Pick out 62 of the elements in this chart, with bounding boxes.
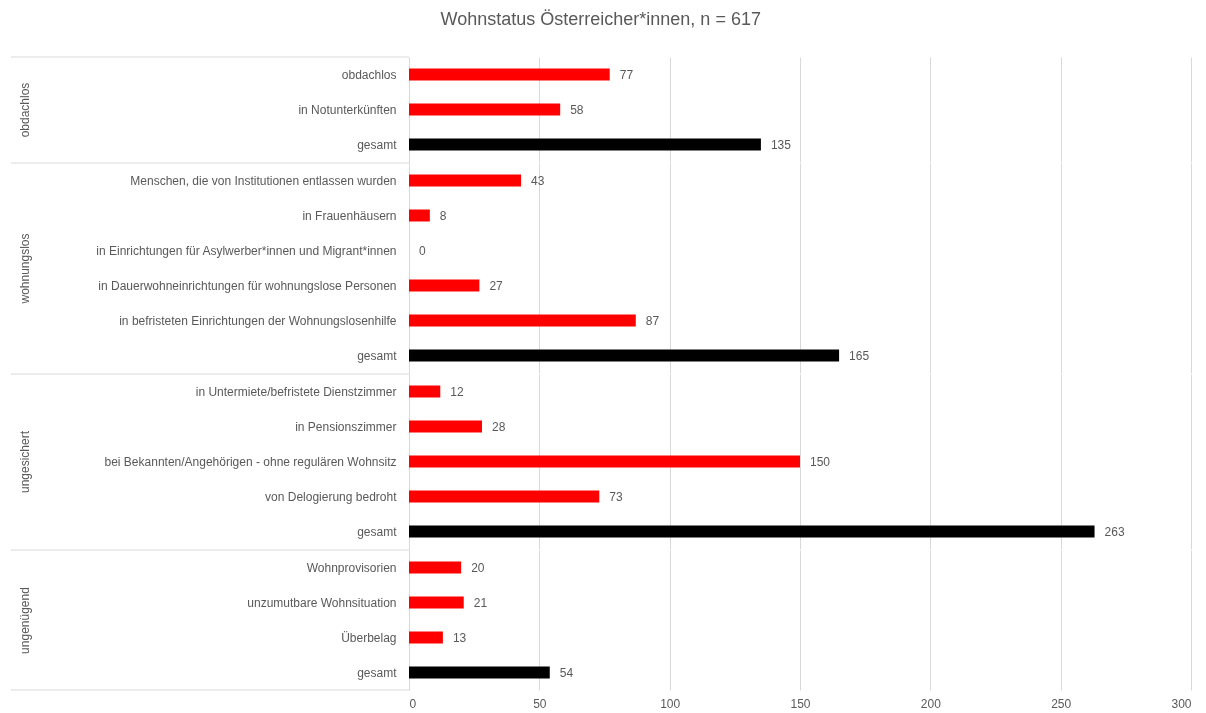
y-tick-label: unzumutbare Wohnsituation: [247, 595, 397, 610]
data-label: 150: [810, 454, 831, 469]
bar: [409, 596, 464, 609]
x-tick-label: 50: [533, 696, 547, 711]
data-label: 21: [473, 595, 488, 610]
data-label: 27: [489, 278, 504, 293]
bar: [409, 420, 482, 433]
y-tick-label: Menschen, die von Institutionen entlassen wurden: [130, 173, 397, 188]
bar: [409, 631, 443, 644]
x-tick-label: 0: [409, 696, 417, 711]
data-label: 165: [849, 348, 870, 363]
y-axis-title: ungenügend: [17, 587, 32, 654]
data-label: 263: [1104, 524, 1125, 539]
x-tick-label: 200: [920, 696, 942, 711]
y-tick-label: bei Bekannten/Angehörigen - ohne regulären Wohnsitz: [104, 454, 397, 469]
y-axis-title: obdachlos: [17, 82, 32, 138]
y-axis-title: ungesichert: [17, 430, 32, 494]
y-tick-label: in Frauenhäusern: [302, 208, 397, 223]
x-tick-label: 100: [660, 696, 681, 711]
data-label: 43: [531, 173, 545, 188]
bar: [409, 314, 636, 327]
y-tick-label: Wohnprovisorien: [306, 560, 397, 575]
y-tick-label: von Delogierung bedroht: [265, 489, 398, 504]
data-label: 73: [609, 489, 623, 504]
bar: [409, 455, 800, 468]
x-tick-label: 300: [1171, 696, 1192, 711]
x-tick-label: 150: [790, 696, 811, 711]
bar: [409, 279, 480, 292]
data-label: 28: [491, 419, 506, 434]
bar: [409, 385, 441, 398]
data-label: 12: [450, 384, 464, 399]
y-tick-label: in Untermiete/befristete Dienstzimmer: [195, 384, 397, 399]
y-tick-label: in Pensionszimmer: [295, 419, 397, 434]
bar: [409, 174, 522, 187]
y-tick-label: in Einrichtungen für Asylwerber*innen und Migrant*innen: [96, 243, 397, 258]
y-tick-label: in Notunterkünften: [298, 102, 397, 117]
bar: [409, 561, 462, 574]
data-label: 58: [570, 102, 584, 117]
bar: [409, 525, 1095, 538]
y-tick-label: gesamt: [357, 524, 398, 539]
data-label: 0: [419, 243, 426, 258]
chart-title: Wohnstatus Österreicher*innen, n = 617: [440, 8, 761, 29]
data-label: 54: [559, 665, 574, 680]
data-label: 135: [770, 137, 792, 152]
data-label: 87: [645, 313, 660, 328]
bar: [409, 209, 430, 222]
y-axis-title: wohnungslos: [17, 233, 32, 305]
data-label: 8: [439, 208, 447, 223]
data-label: 20: [471, 560, 485, 575]
y-tick-label: in Dauerwohneinrichtungen für wohnungslose Personen: [98, 278, 397, 293]
y-tick-label: gesamt: [357, 137, 398, 152]
x-tick-label: 250: [1051, 696, 1072, 711]
y-tick-label: obdachlos: [341, 67, 397, 82]
y-tick-label: Überbelag: [341, 630, 397, 645]
bar: [409, 349, 840, 362]
bar: [409, 666, 550, 679]
y-tick-label: gesamt: [357, 665, 398, 680]
bar: [409, 490, 600, 503]
y-tick-label: in befristeten Einrichtungen der Wohnungslosenhilfe: [119, 313, 397, 328]
y-tick-label: gesamt: [357, 348, 398, 363]
data-label: 77: [619, 67, 634, 82]
data-label: 13: [452, 630, 467, 645]
